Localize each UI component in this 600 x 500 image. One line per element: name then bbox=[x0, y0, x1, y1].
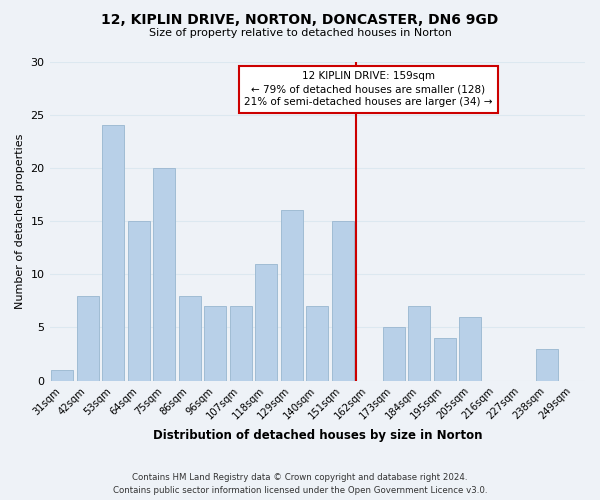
Bar bbox=[77, 296, 98, 380]
Bar bbox=[230, 306, 251, 380]
Bar bbox=[256, 264, 277, 380]
Bar bbox=[154, 168, 175, 380]
Text: 12 KIPLIN DRIVE: 159sqm
← 79% of detached houses are smaller (128)
21% of semi-d: 12 KIPLIN DRIVE: 159sqm ← 79% of detache… bbox=[244, 71, 493, 108]
Bar bbox=[179, 296, 200, 380]
X-axis label: Distribution of detached houses by size in Norton: Distribution of detached houses by size … bbox=[152, 430, 482, 442]
Bar bbox=[281, 210, 302, 380]
Bar bbox=[128, 221, 149, 380]
Text: Size of property relative to detached houses in Norton: Size of property relative to detached ho… bbox=[149, 28, 451, 38]
Bar bbox=[103, 126, 124, 380]
Bar bbox=[536, 349, 557, 380]
Bar bbox=[52, 370, 73, 380]
Bar bbox=[460, 317, 481, 380]
Text: Contains HM Land Registry data © Crown copyright and database right 2024.
Contai: Contains HM Land Registry data © Crown c… bbox=[113, 473, 487, 495]
Bar bbox=[434, 338, 455, 380]
Bar bbox=[307, 306, 328, 380]
Bar bbox=[409, 306, 430, 380]
Bar bbox=[332, 221, 353, 380]
Y-axis label: Number of detached properties: Number of detached properties bbox=[15, 134, 25, 309]
Bar bbox=[383, 328, 404, 380]
Text: 12, KIPLIN DRIVE, NORTON, DONCASTER, DN6 9GD: 12, KIPLIN DRIVE, NORTON, DONCASTER, DN6… bbox=[101, 12, 499, 26]
Bar bbox=[205, 306, 226, 380]
